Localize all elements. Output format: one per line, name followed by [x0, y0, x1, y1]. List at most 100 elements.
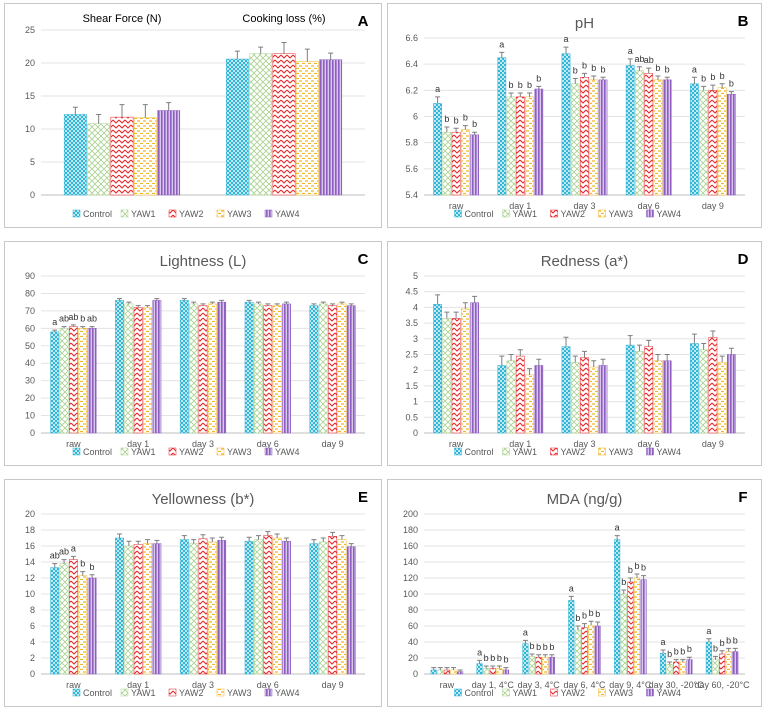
error-bar — [527, 92, 533, 97]
error-bar — [431, 667, 437, 670]
error-bar — [680, 659, 686, 662]
legend-label: YAW2 — [561, 688, 586, 698]
bar-control — [50, 331, 60, 434]
error-bar — [710, 330, 716, 338]
x-tick-label: day 3 — [192, 680, 214, 690]
panel-letter: D — [738, 251, 749, 268]
bar-yaw2 — [535, 656, 542, 675]
error-bar — [89, 574, 95, 578]
panel-letter: A — [358, 13, 369, 30]
error-bar — [126, 301, 132, 304]
bar-yaw4 — [282, 303, 291, 434]
x-tick-label: raw — [440, 680, 455, 690]
bar-control — [614, 539, 621, 675]
bar-yaw1 — [699, 349, 709, 434]
bar-control — [659, 652, 667, 675]
significance-label: a — [692, 64, 697, 74]
significance-label: b — [720, 638, 725, 648]
bar-yaw2 — [328, 536, 338, 675]
group-subtitle: Cooking loss (%) — [242, 13, 325, 25]
bar-yaw3 — [542, 656, 549, 675]
x-tick-label: day 1 — [127, 680, 149, 690]
legend-swatch — [550, 447, 558, 456]
error-bar — [536, 654, 542, 658]
bar-control — [244, 540, 254, 675]
x-tick-label: day 6 — [638, 439, 660, 449]
bar-yaw3 — [653, 360, 663, 434]
bar-yaw4 — [727, 354, 736, 434]
legend-label: Control — [465, 688, 494, 698]
y-tick-label: 0 — [30, 669, 35, 679]
y-tick-label: 140 — [403, 557, 418, 567]
bar-control — [568, 600, 575, 675]
error-bar — [219, 536, 225, 541]
y-tick-label: 0 — [30, 190, 35, 200]
significance-label: a — [660, 637, 665, 647]
legend-swatch — [550, 688, 558, 697]
y-tick-label: 25 — [25, 25, 35, 35]
significance-label: b — [497, 653, 502, 663]
error-bar — [200, 534, 206, 539]
error-bar — [719, 355, 725, 363]
significance-label: b — [527, 80, 532, 90]
error-bar — [209, 301, 215, 304]
bar-yaw3 — [525, 374, 534, 434]
bar-control — [115, 300, 124, 434]
bar-yaw2 — [644, 73, 654, 196]
bar-yaw3 — [725, 651, 732, 675]
bar-control — [625, 65, 635, 196]
bar-yaw3 — [633, 577, 641, 675]
error-bar — [472, 131, 478, 135]
bar-yaw3 — [679, 661, 686, 675]
bar-yaw4 — [598, 365, 608, 434]
significance-label: ab — [50, 551, 60, 561]
error-bar — [706, 638, 712, 642]
error-bar — [595, 621, 601, 626]
bar-yaw2 — [451, 131, 461, 196]
significance-label: b — [733, 635, 738, 645]
legend-swatch — [168, 209, 177, 218]
y-tick-label: 4 — [30, 637, 35, 647]
significance-label: a — [71, 543, 76, 553]
legend-label: YAW2 — [179, 688, 204, 698]
legend-swatch — [216, 447, 225, 456]
bar-control — [497, 57, 507, 196]
legend-label: YAW1 — [131, 688, 156, 698]
error-bar — [621, 589, 627, 594]
bar-yaw1 — [635, 351, 644, 434]
bar-yaw1 — [437, 669, 444, 675]
significance-label: b — [674, 647, 679, 657]
bar-yaw2 — [263, 535, 273, 675]
error-bar — [52, 563, 58, 568]
error-bar — [462, 302, 468, 309]
error-bar — [80, 326, 86, 329]
bar-yaw3 — [295, 61, 319, 196]
bar-yaw3 — [337, 303, 347, 434]
bar-yaw4 — [534, 365, 544, 434]
bar-yaw2 — [68, 559, 78, 675]
significance-label: b — [80, 559, 85, 569]
legend-swatch — [72, 209, 81, 218]
bar-yaw4 — [152, 300, 162, 434]
y-tick-label: 20 — [25, 509, 35, 519]
error-bar — [655, 354, 661, 361]
bar-yaw2 — [581, 627, 588, 675]
bar-yaw4 — [457, 671, 464, 675]
error-bar — [80, 571, 86, 576]
significance-label: b — [667, 649, 672, 659]
legend-label: YAW1 — [513, 688, 538, 698]
bar-control — [476, 663, 483, 675]
bar-yaw2 — [515, 355, 525, 434]
legend-label: YAW4 — [275, 447, 300, 457]
error-bar — [339, 301, 345, 304]
significance-label: b — [80, 314, 85, 324]
error-bar — [664, 354, 670, 361]
bar-yaw2 — [272, 53, 296, 196]
y-tick-label: 5 — [413, 271, 418, 281]
x-tick-label: raw — [449, 201, 464, 211]
error-bar — [453, 127, 459, 133]
y-tick-label: 5.4 — [405, 190, 418, 200]
error-bar — [655, 75, 661, 80]
y-tick-label: 5 — [30, 157, 35, 167]
